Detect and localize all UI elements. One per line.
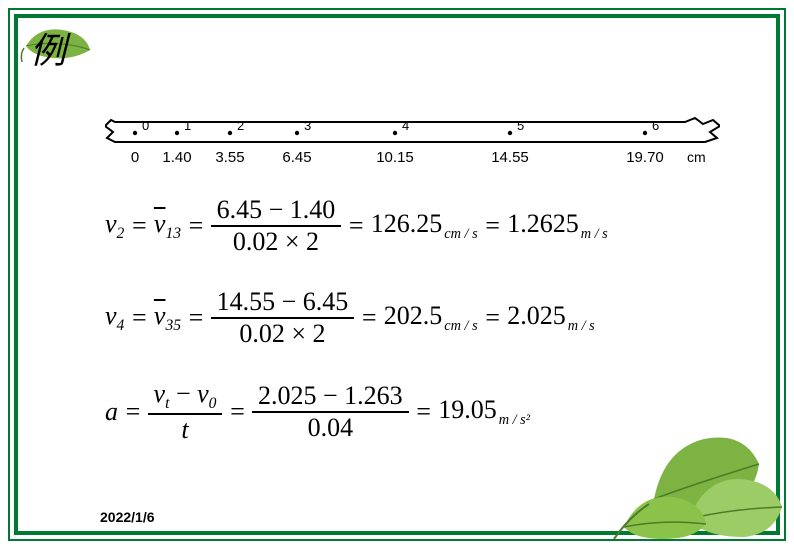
svg-text:2: 2 (237, 118, 244, 133)
svg-text:5: 5 (517, 118, 524, 133)
svg-text:3.55: 3.55 (215, 149, 244, 166)
svg-text:10.15: 10.15 (376, 149, 414, 166)
svg-text:0: 0 (131, 149, 139, 166)
svg-text:19.70: 19.70 (626, 149, 664, 166)
svg-text:14.55: 14.55 (491, 149, 529, 166)
svg-text:6.45: 6.45 (282, 149, 311, 166)
equation-v4: v4 = v35 = 14.55 − 6.45 0.02 × 2 = 202.5… (105, 287, 705, 349)
equation-a: a = vt − v0 t = 2.025 − 1.263 0.04 = 19.… (105, 379, 705, 445)
svg-text:cm: cm (687, 149, 706, 165)
svg-text:0: 0 (142, 118, 149, 133)
slide-date: 2022/1/6 (100, 509, 155, 525)
svg-text:1.40: 1.40 (162, 149, 191, 166)
svg-text:6: 6 (652, 118, 659, 133)
equations-block: v2 = v13 = 6.45 − 1.40 0.02 × 2 = 126.25… (105, 195, 705, 475)
svg-text:4: 4 (402, 118, 409, 133)
equation-v2: v2 = v13 = 6.45 − 1.40 0.02 × 2 = 126.25… (105, 195, 705, 257)
slide-title: 例 (30, 22, 66, 74)
svg-text:3: 3 (304, 118, 311, 133)
tape-diagram: 0 0 1 1.40 2 3.55 3 6.45 4 10.15 5 14.55 6 19.70 cm (105, 110, 720, 175)
svg-text:1: 1 (184, 118, 191, 133)
